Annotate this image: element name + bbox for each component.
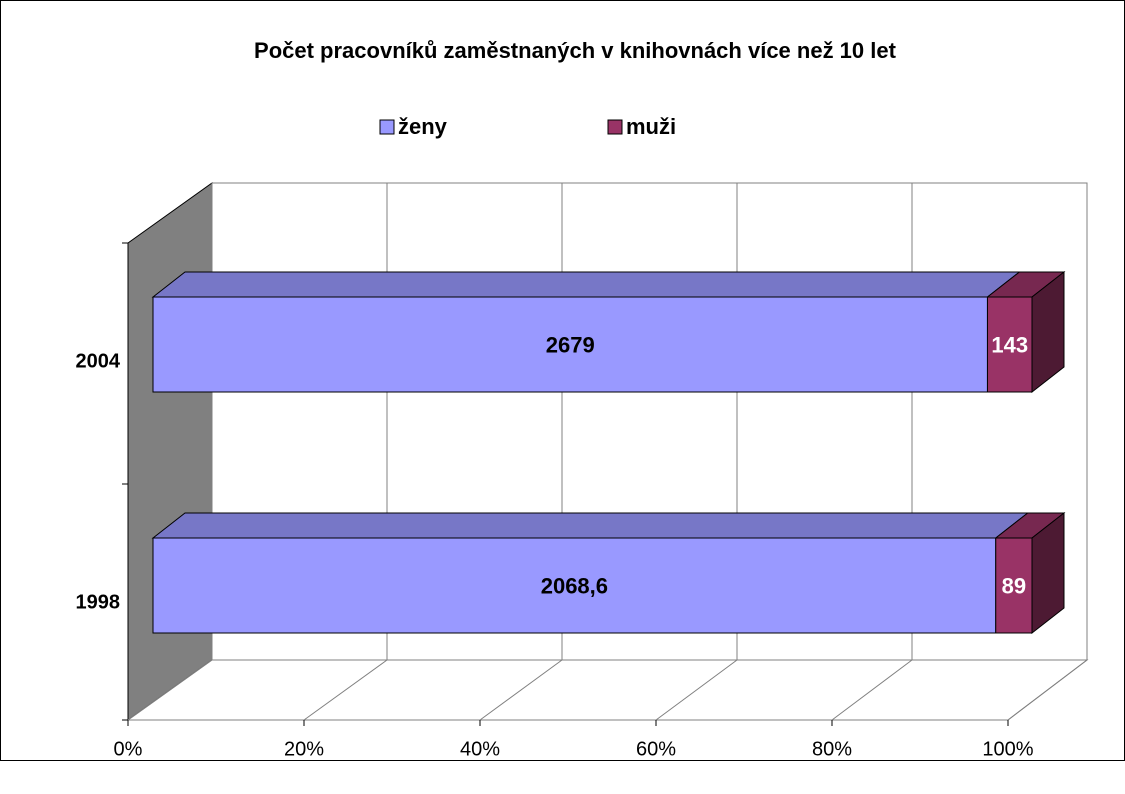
floor-grid-line (479, 659, 563, 721)
legend-label: ženy (398, 114, 448, 139)
legend-swatch (379, 119, 395, 135)
x-tick-label: 100% (982, 738, 1033, 760)
data-label: 89 (1002, 573, 1026, 598)
data-label: 2068,6 (541, 573, 608, 598)
data-label: 143 (991, 332, 1028, 357)
side-wall (127, 182, 213, 721)
x-tick-label: 0% (114, 738, 143, 760)
floor-grid-line (831, 659, 913, 721)
legend-label: muži (626, 114, 676, 139)
bar (986, 296, 1033, 393)
bar-top (151, 271, 1021, 298)
floor (126, 659, 1089, 721)
x-tick-label: 80% (812, 738, 852, 760)
x-tick-label: 20% (284, 738, 324, 760)
floor-grid-line (1007, 659, 1088, 721)
legend-swatch (607, 119, 623, 135)
bar (152, 537, 997, 634)
chart-title: Počet pracovníků zaměstnaných v knihovná… (254, 38, 897, 63)
y-tick-label: 2004 (76, 350, 121, 372)
floor-grid-line (303, 659, 388, 721)
x-tick-label: 60% (636, 738, 676, 760)
floor-grid-line (127, 659, 213, 721)
bar-side (1031, 511, 1065, 635)
data-label: 2679 (546, 332, 595, 357)
y-tick-label: 1998 (76, 591, 121, 613)
bar-side (1031, 270, 1065, 394)
bar-top (151, 512, 1030, 539)
x-tick-label: 40% (460, 738, 500, 760)
bar (995, 537, 1033, 634)
floor-grid-line (655, 659, 738, 721)
bar (152, 296, 988, 393)
